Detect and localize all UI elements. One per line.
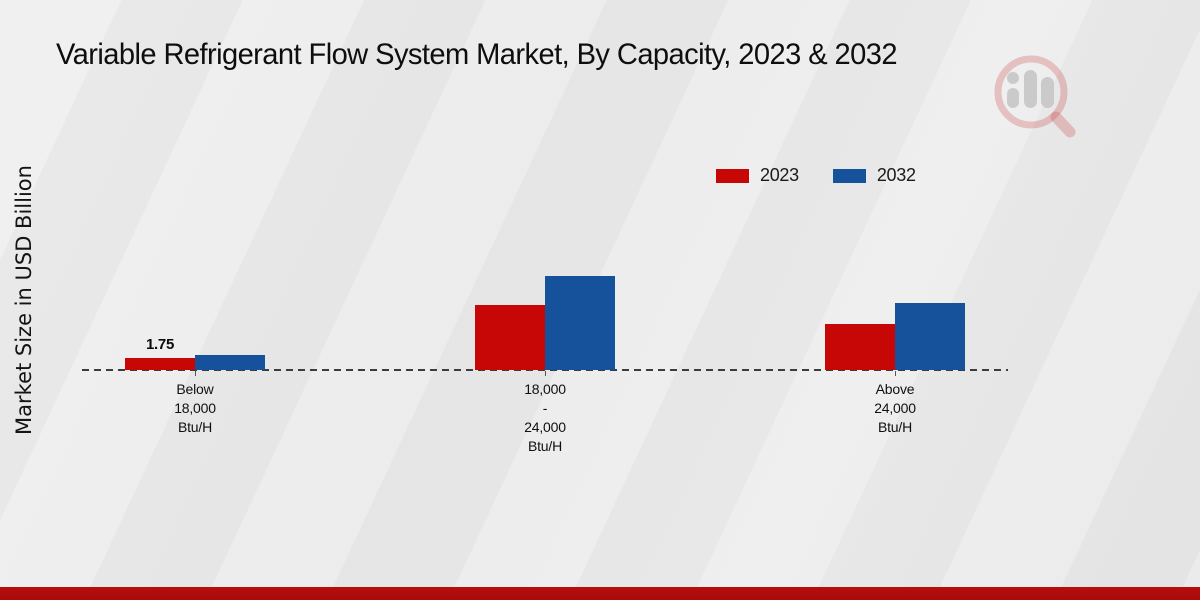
bar-2032-group3: [895, 303, 965, 370]
x-axis-tick: [195, 371, 196, 376]
category-label-line: Btu/H: [877, 419, 912, 435]
category-label-line: Below: [176, 381, 214, 397]
category-label-line: Btu/H: [177, 419, 212, 435]
category-label-group3: Above 24,000 Btu/H: [825, 380, 965, 437]
x-axis-line: [82, 369, 1008, 371]
legend-item-2023: 2023: [716, 165, 799, 186]
bar-2023-group1: [125, 358, 195, 370]
x-axis-tick: [545, 371, 546, 376]
legend-swatch-2023: [716, 168, 749, 183]
category-label-group1: Below 18,000 Btu/H: [125, 380, 265, 437]
legend-label: 2032: [876, 165, 916, 185]
category-label-line: 24,000: [874, 400, 916, 416]
category-label-line: 24,000: [524, 419, 566, 435]
x-axis-tick: [895, 371, 896, 376]
category-label-line: Btu/H: [527, 438, 562, 454]
bar-2023-group3: [825, 324, 895, 370]
category-label-line: 18,000: [524, 381, 566, 397]
legend-label: 2023: [760, 165, 799, 185]
bar-2023-group2: [475, 305, 545, 370]
bar-2032-group1: [195, 355, 265, 370]
footer-band: [0, 587, 1200, 600]
category-label-line: 18,000: [174, 400, 216, 416]
bar-value-label: 1.75: [146, 336, 174, 353]
legend-swatch-2032: [832, 168, 866, 183]
legend-item-2032: 2032: [832, 165, 916, 186]
category-label-line: -: [542, 400, 548, 416]
chart-title: Variable Refrigerant Flow System Market,…: [56, 38, 898, 71]
legend: 2023 2032: [716, 165, 916, 186]
category-label-group2: 18,000 - 24,000 Btu/H: [475, 380, 615, 456]
category-label-line: Above: [875, 381, 915, 397]
bar-2032-group2: [545, 276, 615, 370]
